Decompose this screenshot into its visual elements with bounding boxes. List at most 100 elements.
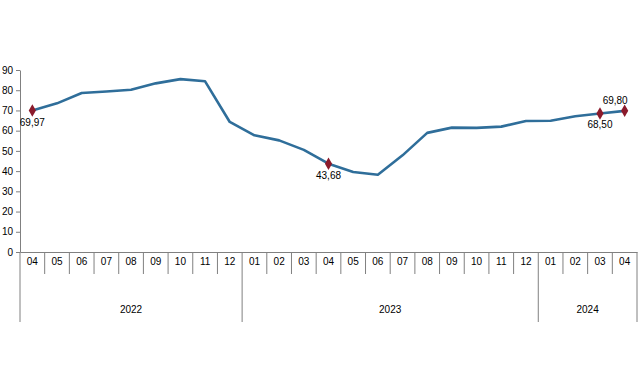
y-axis-line bbox=[20, 71, 21, 253]
x-tick: 04 bbox=[27, 256, 39, 267]
x-dividers bbox=[20, 252, 637, 322]
group-divider bbox=[20, 252, 21, 322]
category-divider bbox=[587, 252, 588, 274]
category-divider bbox=[44, 252, 45, 274]
x-tick-label: 03 bbox=[594, 256, 606, 267]
x-tick: 08 bbox=[125, 256, 137, 267]
y-tick: 80 bbox=[2, 85, 20, 96]
x-tick-label: 02 bbox=[274, 256, 286, 267]
group-divider bbox=[637, 252, 638, 322]
category-divider bbox=[612, 252, 613, 274]
category-divider bbox=[340, 252, 341, 274]
category-divider bbox=[390, 252, 391, 274]
y-tick-label: 90 bbox=[2, 65, 14, 76]
x-tick-label: 11 bbox=[496, 256, 507, 267]
y-tick-label: 0 bbox=[7, 247, 13, 258]
y-tick-mark bbox=[16, 212, 20, 213]
y-tick-mark bbox=[16, 252, 20, 253]
data-label: 43,68 bbox=[316, 170, 341, 181]
x-tick: 08 bbox=[422, 256, 434, 267]
group-label: 2023 bbox=[379, 304, 402, 315]
chart: 0102030405060708090040506070809101112010… bbox=[0, 0, 641, 380]
category-divider bbox=[365, 252, 366, 274]
y-tick-label: 40 bbox=[2, 166, 14, 177]
y-tick-mark bbox=[16, 151, 20, 152]
x-tick: 01 bbox=[249, 256, 261, 267]
y-axis: 0102030405060708090 bbox=[2, 65, 21, 258]
x-tick: 09 bbox=[150, 256, 162, 267]
x-tick-label: 06 bbox=[372, 256, 384, 267]
x-tick: 04 bbox=[619, 256, 631, 267]
x-tick-label: 06 bbox=[76, 256, 88, 267]
y-tick-label: 30 bbox=[2, 186, 14, 197]
x-tick-label: 10 bbox=[471, 256, 483, 267]
y-tick-mark bbox=[16, 232, 20, 233]
y-tick-mark bbox=[16, 90, 20, 91]
x-tick-label: 09 bbox=[150, 256, 162, 267]
y-tick-label: 10 bbox=[2, 226, 14, 237]
category-divider bbox=[217, 252, 218, 274]
y-tick: 70 bbox=[2, 105, 20, 116]
x-tick: 05 bbox=[348, 256, 360, 267]
x-tick: 02 bbox=[274, 256, 286, 267]
y-tick-label: 20 bbox=[2, 206, 14, 217]
marker bbox=[325, 157, 332, 169]
group-label: 2024 bbox=[577, 304, 600, 315]
y-tick-mark bbox=[16, 110, 20, 111]
x-tick-label: 12 bbox=[520, 256, 532, 267]
x-tick-label: 04 bbox=[323, 256, 335, 267]
category-divider bbox=[464, 252, 465, 274]
x-tick: 07 bbox=[101, 256, 113, 267]
category-divider bbox=[414, 252, 415, 274]
data-label: 69,80 bbox=[603, 95, 628, 106]
category-divider bbox=[143, 252, 144, 274]
x-tick: 11 bbox=[200, 256, 211, 267]
x-tick-label: 10 bbox=[175, 256, 187, 267]
category-divider bbox=[513, 252, 514, 274]
category-divider bbox=[291, 252, 292, 274]
x-tick-label: 12 bbox=[224, 256, 236, 267]
x-groups: 202220232024 bbox=[120, 304, 599, 315]
x-tick: 09 bbox=[446, 256, 458, 267]
x-tick-label: 07 bbox=[101, 256, 113, 267]
y-tick: 20 bbox=[2, 206, 20, 217]
x-tick-label: 03 bbox=[298, 256, 310, 267]
y-tick: 0 bbox=[7, 247, 20, 258]
x-tick: 10 bbox=[471, 256, 483, 267]
x-tick: 12 bbox=[224, 256, 236, 267]
category-divider bbox=[94, 252, 95, 274]
category-divider bbox=[168, 252, 169, 274]
x-tick: 06 bbox=[76, 256, 88, 267]
category-divider bbox=[69, 252, 70, 274]
category-divider bbox=[192, 252, 193, 274]
marker bbox=[29, 104, 36, 116]
x-tick-label: 04 bbox=[619, 256, 631, 267]
x-tick: 01 bbox=[545, 256, 557, 267]
x-tick-label: 08 bbox=[422, 256, 434, 267]
x-tick-label: 01 bbox=[545, 256, 557, 267]
data-label: 68,50 bbox=[587, 119, 612, 130]
line bbox=[32, 79, 624, 175]
x-tick: 03 bbox=[298, 256, 310, 267]
y-tick: 50 bbox=[2, 146, 20, 157]
x-tick-label: 07 bbox=[397, 256, 409, 267]
x-tick: 03 bbox=[594, 256, 606, 267]
x-tick-label: 08 bbox=[125, 256, 137, 267]
y-tick-label: 50 bbox=[2, 146, 14, 157]
x-axis-line bbox=[21, 252, 638, 253]
x-tick: 11 bbox=[496, 256, 507, 267]
group-divider bbox=[242, 252, 243, 322]
y-tick-label: 70 bbox=[2, 105, 14, 116]
y-tick: 40 bbox=[2, 166, 20, 177]
x-tick: 04 bbox=[323, 256, 335, 267]
x-tick: 02 bbox=[570, 256, 582, 267]
y-tick: 10 bbox=[2, 226, 20, 237]
y-tick-label: 80 bbox=[2, 85, 14, 96]
x-tick-label: 05 bbox=[51, 256, 63, 267]
marker bbox=[621, 105, 628, 117]
category-divider bbox=[118, 252, 119, 274]
category-divider bbox=[439, 252, 440, 274]
y-tick-mark bbox=[16, 191, 20, 192]
y-tick-mark bbox=[16, 171, 20, 172]
x-tick: 05 bbox=[51, 256, 63, 267]
